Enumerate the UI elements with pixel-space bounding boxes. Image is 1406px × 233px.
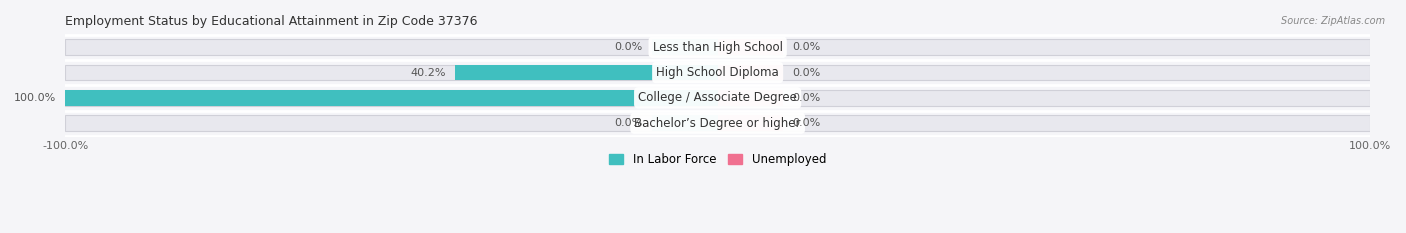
Text: Less than High School: Less than High School xyxy=(652,41,783,54)
Text: 100.0%: 100.0% xyxy=(14,93,56,103)
Bar xyxy=(66,39,717,55)
Bar xyxy=(66,90,717,106)
Legend: In Labor Force, Unemployed: In Labor Force, Unemployed xyxy=(605,148,831,171)
Text: Employment Status by Educational Attainment in Zip Code 37376: Employment Status by Educational Attainm… xyxy=(66,15,478,28)
Bar xyxy=(717,39,783,55)
Bar xyxy=(717,39,1369,55)
Bar xyxy=(652,115,717,131)
Text: High School Diploma: High School Diploma xyxy=(657,66,779,79)
Text: 0.0%: 0.0% xyxy=(793,118,821,128)
Text: Source: ZipAtlas.com: Source: ZipAtlas.com xyxy=(1281,16,1385,26)
Bar xyxy=(717,115,1369,131)
Bar xyxy=(717,115,783,131)
Text: College / Associate Degree: College / Associate Degree xyxy=(638,91,797,104)
Bar xyxy=(66,90,717,106)
Text: 0.0%: 0.0% xyxy=(614,42,643,52)
Bar xyxy=(66,65,717,80)
Bar xyxy=(717,65,1369,80)
Text: 0.0%: 0.0% xyxy=(793,93,821,103)
Bar xyxy=(717,90,783,106)
Text: Bachelor’s Degree or higher: Bachelor’s Degree or higher xyxy=(634,117,801,130)
Bar xyxy=(456,65,717,80)
Bar xyxy=(652,39,717,55)
Text: 40.2%: 40.2% xyxy=(411,68,446,78)
Text: 0.0%: 0.0% xyxy=(614,118,643,128)
Bar xyxy=(717,65,783,80)
Text: 0.0%: 0.0% xyxy=(793,42,821,52)
Text: 0.0%: 0.0% xyxy=(793,68,821,78)
Bar xyxy=(717,90,1369,106)
Bar xyxy=(66,115,717,131)
